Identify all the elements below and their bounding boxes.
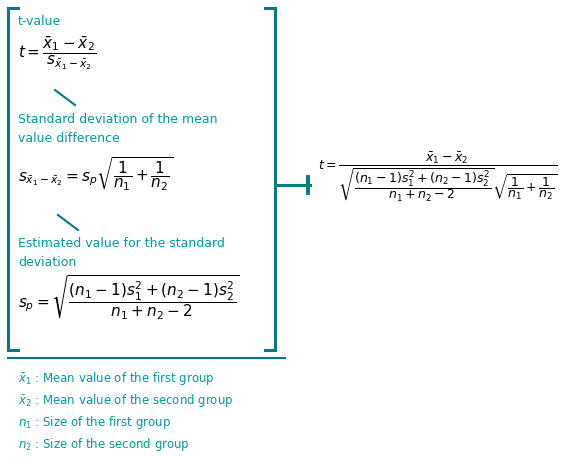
Text: $\bar{x}_1$ : Mean value of the first group: $\bar{x}_1$ : Mean value of the first gr… (18, 370, 215, 387)
Text: $s_p = \sqrt{\dfrac{(n_1 - 1)s_1^2 + (n_2 - 1)s_2^2}{n_1 + n_2 - 2}}$: $s_p = \sqrt{\dfrac{(n_1 - 1)s_1^2 + (n_… (18, 274, 240, 322)
Text: t-value: t-value (18, 15, 61, 28)
Text: $t = \dfrac{\bar{x}_1-\bar{x}_2}{s_{\bar{x}_1-\bar{x}_2}}$: $t = \dfrac{\bar{x}_1-\bar{x}_2}{s_{\bar… (18, 35, 96, 72)
Text: $n_1$ : Size of the first group: $n_1$ : Size of the first group (18, 414, 171, 431)
Text: Standard deviation of the mean
value difference: Standard deviation of the mean value dif… (18, 113, 218, 145)
Text: $n_2$ : Size of the second group: $n_2$ : Size of the second group (18, 436, 190, 453)
Text: $\bar{x}_2$ : Mean value of the second group: $\bar{x}_2$ : Mean value of the second g… (18, 392, 233, 409)
Text: $t = \dfrac{\bar{x}_1-\bar{x}_2}{\sqrt{\dfrac{(n_1-1)s_1^2+(n_2-1)s_2^2}{n_1+n_2: $t = \dfrac{\bar{x}_1-\bar{x}_2}{\sqrt{\… (318, 150, 558, 204)
Text: Estimated value for the standard
deviation: Estimated value for the standard deviati… (18, 237, 225, 269)
Text: $s_{\bar{x}_1-\bar{x}_2} = s_p\sqrt{\dfrac{1}{n_1}+\dfrac{1}{n_2}}$: $s_{\bar{x}_1-\bar{x}_2} = s_p\sqrt{\dfr… (18, 155, 173, 192)
